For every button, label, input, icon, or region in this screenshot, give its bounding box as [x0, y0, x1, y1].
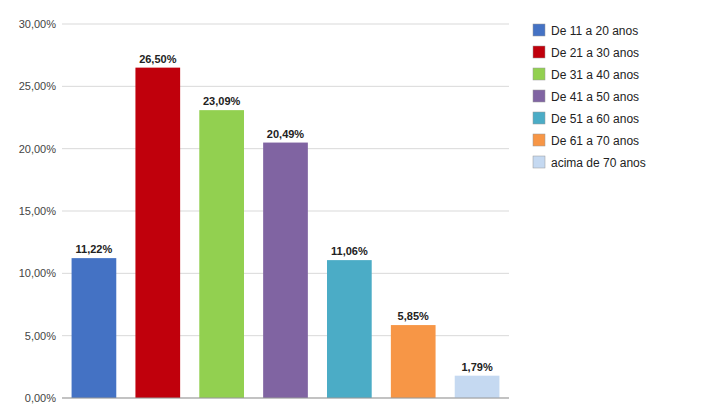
data-label: 26,50%: [139, 53, 177, 65]
y-tick-label: 20,00%: [19, 143, 57, 155]
grid-line: [62, 398, 509, 399]
legend-swatch: [533, 156, 545, 168]
bar: [72, 258, 117, 398]
data-label: 11,06%: [331, 245, 368, 257]
legend-label: De 21 a 30 anos: [551, 46, 639, 60]
y-tick-label: 0,00%: [25, 392, 56, 404]
legend-label: acima de 70 anos: [551, 156, 646, 170]
legend-swatch: [533, 24, 545, 36]
bar: [135, 68, 180, 398]
grid-line: [62, 86, 509, 87]
data-label: 1,79%: [461, 361, 492, 373]
y-tick-label: 10,00%: [19, 267, 57, 279]
legend-swatch: [533, 112, 545, 124]
legend-label: De 51 a 60 anos: [551, 112, 639, 126]
legend-label: De 11 a 20 anos: [551, 24, 638, 38]
chart-container: 0,00% 5,00% 10,00% 15,00% 20,00% 25,00% 30,00%…: [0, 0, 709, 420]
bar: [263, 143, 308, 398]
data-label: 20,49%: [267, 128, 305, 140]
legend-label: De 61 a 70 anos: [551, 134, 639, 148]
legend-swatch: [533, 134, 545, 146]
chart-svg: 0,00% 5,00% 10,00% 15,00% 20,00% 25,00% 30,00%…: [0, 0, 709, 420]
legend-swatch: [533, 68, 545, 80]
x-axis-line: [62, 398, 509, 399]
legend-swatch: [533, 90, 545, 102]
legend-label: De 41 a 50 anos: [551, 90, 639, 104]
bar: [455, 376, 500, 398]
bar: [391, 325, 436, 398]
bar: [199, 110, 244, 398]
grid: [62, 24, 509, 398]
data-label: 23,09%: [203, 95, 241, 107]
y-tick-label: 5,00%: [25, 330, 56, 342]
bar: [327, 260, 372, 398]
y-tick-label: 30,00%: [19, 18, 57, 30]
legend-swatch: [533, 46, 545, 58]
y-tick-label: 15,00%: [19, 205, 57, 217]
data-label: 11,22%: [76, 243, 113, 255]
legend-label: De 31 a 40 anos: [551, 68, 639, 82]
data-label: 5,85%: [398, 310, 429, 322]
bars: [72, 68, 500, 398]
grid-line: [62, 24, 509, 25]
legend: De 11 a 20 anos De 21 a 30 anos De 31 a 40…: [533, 24, 646, 170]
y-tick-label: 25,00%: [19, 80, 57, 92]
